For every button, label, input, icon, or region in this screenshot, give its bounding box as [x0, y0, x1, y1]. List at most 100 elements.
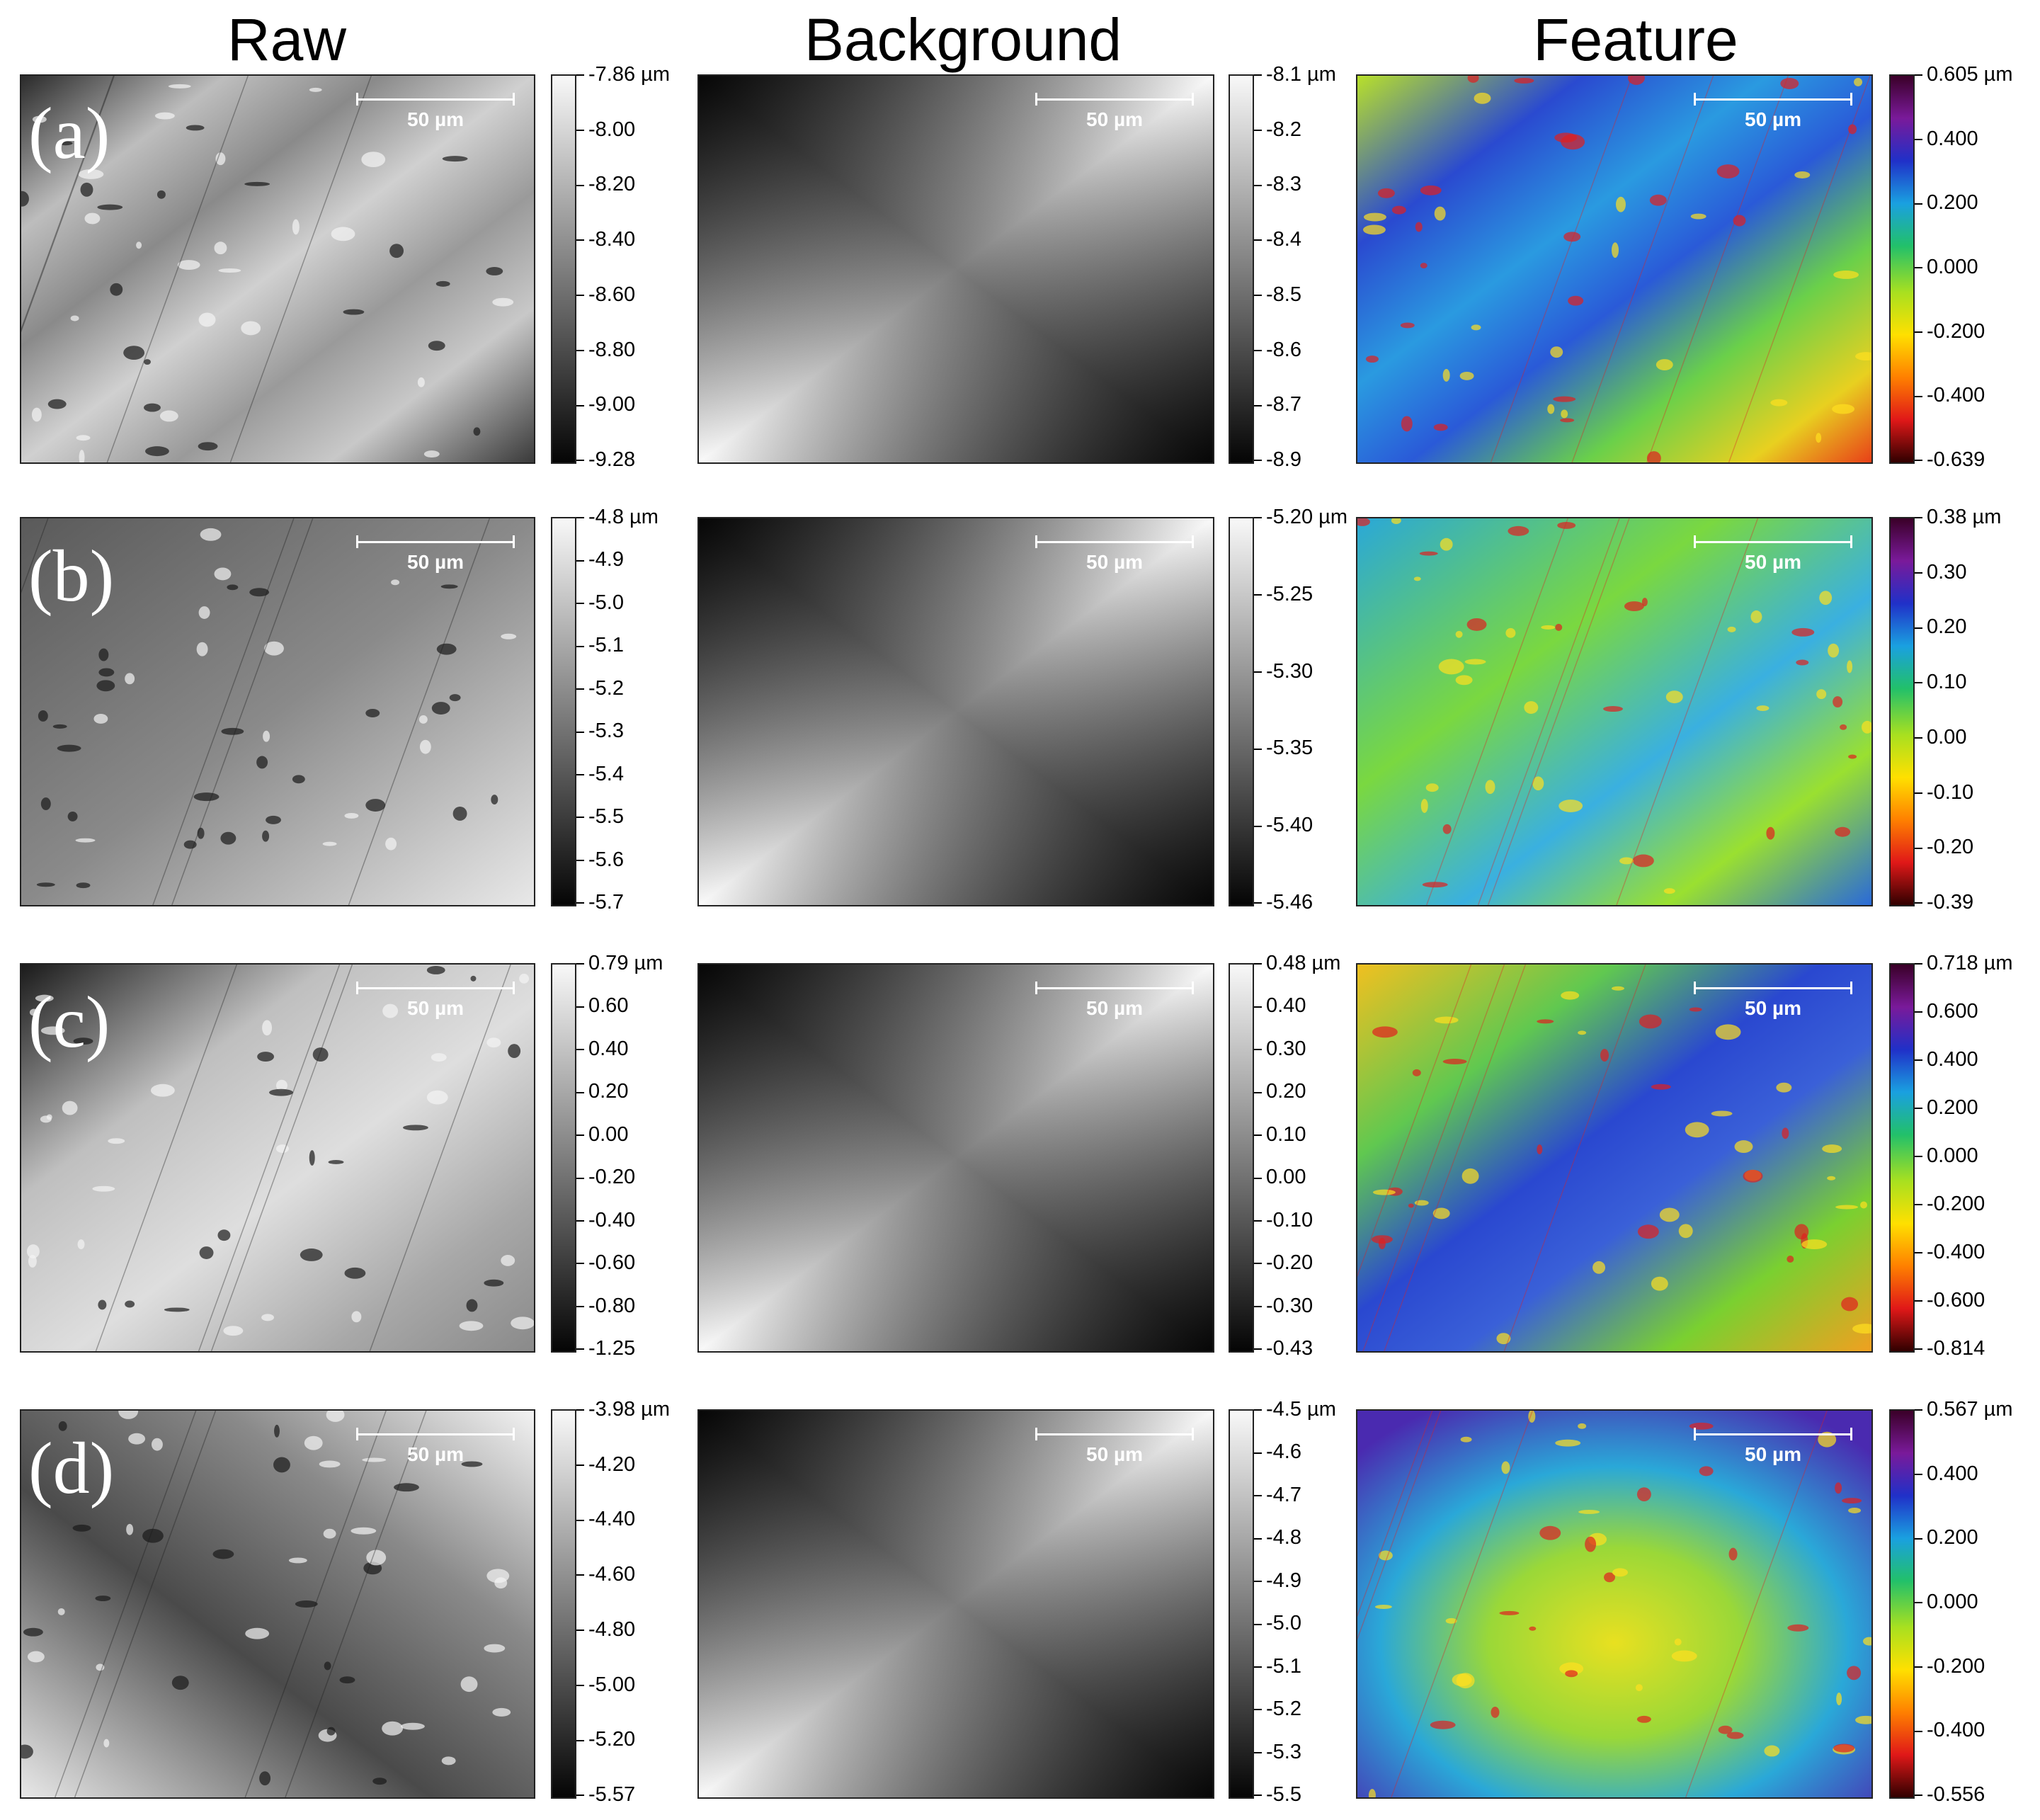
colorbar-tick-text: -5.7	[588, 891, 624, 914]
colorbar-tick-label: -0.600	[1915, 1290, 1985, 1311]
colorbar-tick-mark	[576, 295, 584, 297]
background-height-map: 50 µm	[697, 517, 1214, 906]
raw-colorbar	[551, 963, 576, 1353]
scale-bar-label: 50 µm	[407, 551, 464, 573]
colorbar-tick-mark	[1254, 1220, 1262, 1222]
colorbar-tick-mark	[1915, 1156, 1922, 1158]
colorbar-tick-label: -8.20	[576, 174, 635, 195]
scale-bar-line	[1694, 1433, 1852, 1435]
colorbar-tick-text: -8.2	[1266, 118, 1301, 141]
colorbar-tick-text: -0.20	[1266, 1251, 1314, 1275]
colorbar-tick-mark	[1915, 331, 1922, 333]
scale-bar-label: 50 µm	[1745, 997, 1801, 1019]
colorbar-tick-text: 0.400	[1927, 1048, 1978, 1071]
colorbar-tick-text: -5.46	[1266, 891, 1314, 914]
colorbar-tick-mark	[1254, 184, 1262, 186]
raw-height-map: 50 µm (d)	[20, 1409, 535, 1799]
colorbar-tick-mark	[1915, 1795, 1922, 1797]
colorbar-tick-mark	[576, 1684, 584, 1686]
colorbar-tick-text: -3.98 µm	[588, 1398, 671, 1421]
colorbar-tick-label: 0.30	[1254, 1037, 1306, 1060]
header-raw: Raw	[227, 6, 347, 73]
colorbar-tick-label: -5.3	[1254, 1741, 1301, 1763]
colorbar-tick-text: 0.000	[1927, 1591, 1978, 1613]
colorbar-tick-mark	[1254, 460, 1262, 462]
colorbar-tick-label: -0.20	[576, 1167, 635, 1188]
feature-colorbar	[1889, 517, 1915, 906]
colorbar-tick-mark	[1915, 627, 1922, 629]
colorbar-tick-text: -0.400	[1927, 384, 1985, 407]
colorbar-tick-text: -8.6	[1266, 338, 1301, 361]
colorbar-tick-label: -4.9	[576, 550, 624, 570]
colorbar-tick-mark	[1915, 1666, 1922, 1668]
colorbar-tick-label: 0.567 µm	[1915, 1399, 2013, 1420]
colorbar-tick-label: -0.400	[1915, 1242, 1985, 1263]
colorbar-tick-text: -9.28	[588, 448, 636, 471]
colorbar-tick-label: -4.8 µm	[576, 507, 659, 528]
colorbar-tick-text: 0.200	[1927, 1096, 1978, 1119]
colorbar-tick-text: -8.4	[1266, 228, 1301, 251]
colorbar-tick-mark	[576, 517, 584, 519]
colorbar-tick-mark	[576, 1263, 584, 1265]
scale-bar-tick	[1035, 535, 1037, 548]
colorbar-tick-label: -5.0	[576, 592, 624, 613]
colorbar-tick-mark	[576, 1409, 584, 1411]
scale-bar-tick	[1694, 535, 1696, 548]
colorbar-tick-text: -8.00	[588, 118, 636, 141]
colorbar-tick-text: -0.10	[1266, 1208, 1314, 1232]
scale-bar: 50 µm	[1694, 982, 1852, 1019]
colorbar-tick-mark	[1915, 139, 1922, 140]
scale-bar-label: 50 µm	[1086, 1443, 1143, 1465]
colorbar-tick-mark	[576, 963, 584, 965]
colorbar-tick-mark	[1915, 1204, 1922, 1206]
colorbar-tick-mark	[576, 731, 584, 733]
scale-bar-tick	[356, 1428, 358, 1440]
scale-bar-tick	[356, 982, 358, 994]
feature-colorbar	[1889, 1409, 1915, 1799]
colorbar-tick-label: 0.40	[576, 1038, 628, 1059]
colorbar-tick-label: -0.639	[1915, 450, 1985, 470]
colorbar-tick-label: -8.3	[1254, 174, 1301, 195]
colorbar-tick-text: -4.60	[588, 1563, 636, 1586]
colorbar-tick-text: -5.1	[1266, 1654, 1301, 1678]
feature-colorbar	[1889, 74, 1915, 464]
scale-bar-tick	[513, 1428, 515, 1440]
colorbar-tick-mark	[1254, 1452, 1262, 1454]
colorbar-tick-label: -0.43	[1254, 1338, 1313, 1359]
colorbar-tick-text: -5.0	[1266, 1612, 1301, 1635]
colorbar-tick-label: -5.1	[576, 635, 624, 656]
colorbar-tick-mark	[1254, 1348, 1262, 1350]
colorbar-tick-label: -5.5	[1254, 1785, 1301, 1805]
colorbar-tick-label: -4.8	[1254, 1528, 1301, 1548]
background-colorbar	[1229, 1409, 1254, 1799]
colorbar-tick-label: 0.000	[1915, 1146, 1978, 1166]
colorbar-tick-label: -0.200	[1915, 1656, 1985, 1677]
colorbar-tick-label: -0.200	[1915, 321, 1985, 342]
colorbar-tick-text: 0.30	[1266, 1037, 1306, 1060]
colorbar-tick-label: 0.000	[1915, 257, 1978, 278]
colorbar-tick-label: 0.000	[1915, 1592, 1978, 1613]
colorbar-tick-label: -0.60	[576, 1253, 635, 1273]
colorbar-tick-text: 0.00	[588, 1122, 629, 1146]
colorbar-tick-mark	[1254, 295, 1262, 297]
colorbar-tick-text: -4.8	[1266, 1526, 1301, 1549]
colorbar-tick-label: -5.6	[576, 849, 624, 870]
scale-bar-label: 50 µm	[1086, 551, 1143, 573]
colorbar-tick-mark	[1254, 748, 1262, 750]
colorbar-tick-mark	[576, 1049, 584, 1051]
scale-bar-line	[356, 1433, 515, 1435]
colorbar-tick-mark	[1915, 792, 1922, 794]
colorbar-tick-label: -8.00	[576, 118, 636, 141]
colorbar-tick-mark	[1254, 1177, 1262, 1179]
colorbar-tick-mark	[576, 404, 584, 406]
colorbar-tick-mark	[576, 603, 584, 605]
scale-bar: 50 µm	[1694, 535, 1852, 573]
colorbar-tick-text: -0.80	[588, 1294, 636, 1317]
scale-bar-label: 50 µm	[1745, 551, 1801, 573]
colorbar-tick-mark	[1915, 1409, 1922, 1411]
colorbar-tick-label: 0.400	[1915, 1050, 1978, 1070]
colorbar-tick-mark	[576, 1464, 584, 1467]
colorbar-tick-label: -0.80	[576, 1294, 636, 1317]
colorbar-tick-label: -8.80	[576, 339, 635, 360]
colorbar-tick-mark	[1915, 902, 1922, 904]
